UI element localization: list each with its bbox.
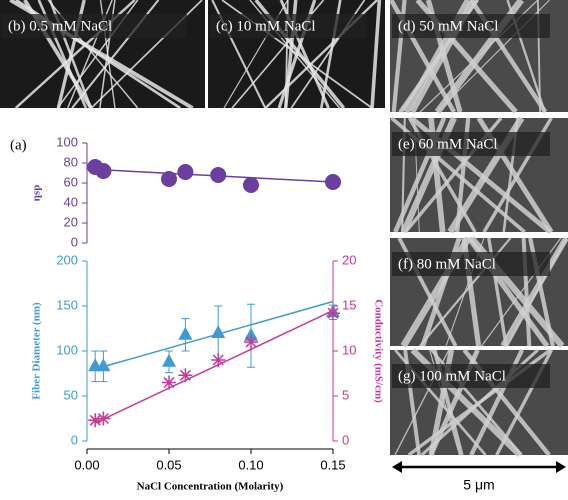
y-tick-label: 20 — [64, 214, 78, 229]
sem-image: (b) 0.5 mM NaCl — [0, 0, 205, 108]
point — [95, 163, 111, 179]
point — [161, 171, 177, 187]
page: {"panel_label":"(a)", "images":[{"label"… — [0, 0, 568, 495]
scale-label: 5 μm — [463, 477, 494, 493]
x-tick-label: 0.00 — [74, 457, 99, 472]
x-axis-label: NaCl Concentration (Molarity) — [137, 481, 284, 493]
y2-tick-label: 20 — [342, 252, 356, 267]
y-tick-label: 0 — [71, 234, 78, 249]
point — [211, 325, 225, 338]
point — [162, 376, 176, 390]
y-tick-label: 0 — [71, 432, 78, 447]
y2-axis-label: Conductivity (mS/cm) — [372, 299, 384, 403]
y-axis-label: ηsp — [31, 185, 43, 202]
y-axis-label: Fiber Diameter (nm) — [31, 302, 43, 400]
y-tick-label: 80 — [64, 154, 78, 169]
image-label: (f) 80 mM NaCl — [398, 256, 496, 272]
point — [210, 167, 226, 183]
image-label: (c) 10 mM NaCl — [216, 18, 316, 34]
fit-line — [87, 169, 333, 182]
point — [96, 412, 110, 426]
point — [244, 335, 258, 349]
x-tick-label: 0.15 — [320, 457, 345, 472]
fit-line — [95, 311, 333, 424]
point — [162, 354, 176, 367]
arrow-head — [392, 461, 402, 473]
image-label: (e) 60 mM NaCl — [398, 136, 498, 152]
sem-image: (f) 80 mM NaCl — [390, 238, 568, 346]
panel-label: (a) — [10, 137, 27, 153]
y-tick-label: 100 — [56, 342, 78, 357]
sem-image: (d) 50 mM NaCl — [390, 0, 568, 112]
point — [325, 174, 341, 190]
arrow-head — [556, 461, 566, 473]
y-tick-label: 40 — [64, 194, 78, 209]
point — [243, 177, 259, 193]
y-tick-label: 150 — [56, 297, 78, 312]
y-tick-label: 50 — [64, 387, 78, 402]
point — [326, 306, 340, 320]
sem-image: (g) 100 mM NaCl — [390, 350, 568, 455]
y2-tick-label: 15 — [342, 297, 356, 312]
point — [177, 164, 193, 180]
figure: (a) (b) 0.5 mM NaCl (c) 10 mM NaCl (d) 50 … — [0, 0, 568, 495]
sem-image: (e) 60 mM NaCl — [390, 118, 568, 232]
point — [211, 353, 225, 367]
sem-image: (c) 10 mM NaCl — [208, 0, 385, 108]
point — [178, 327, 192, 340]
x-tick-label: 0.05 — [156, 457, 181, 472]
y-tick-label: 200 — [56, 252, 78, 267]
y-tick-label: 60 — [64, 174, 78, 189]
y2-tick-label: 10 — [342, 342, 356, 357]
y2-tick-label: 5 — [342, 387, 349, 402]
image-label: (b) 0.5 mM NaCl — [8, 18, 112, 34]
image-label: (g) 100 mM NaCl — [398, 368, 506, 384]
image-label: (d) 50 mM NaCl — [398, 18, 498, 34]
y2-tick-label: 0 — [342, 432, 349, 447]
y-tick-label: 100 — [56, 134, 78, 149]
x-tick-label: 0.10 — [238, 457, 263, 472]
point — [178, 368, 192, 382]
